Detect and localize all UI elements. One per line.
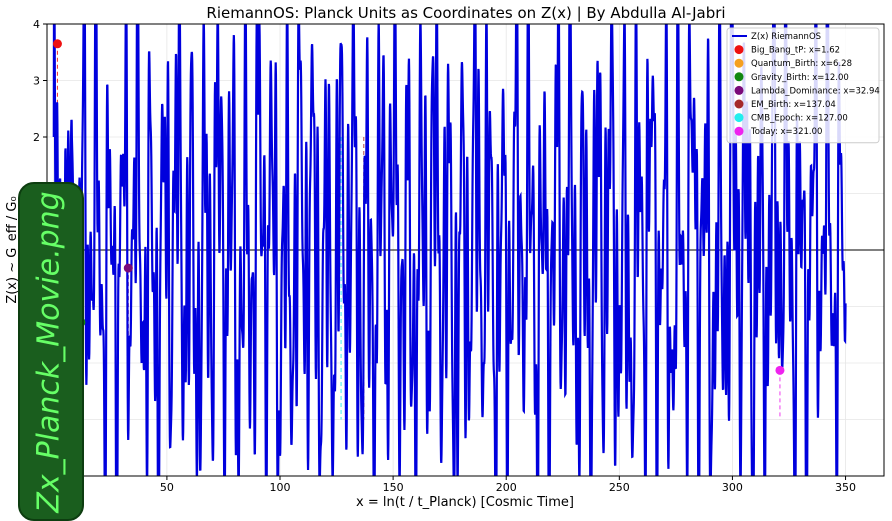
marker-point-big-bang-tp (52, 39, 62, 49)
legend-swatch-dot (734, 72, 744, 82)
x-tick-label: 150 (383, 481, 404, 494)
x-tick-label: 100 (270, 481, 291, 494)
legend-swatch-dot (734, 99, 744, 109)
legend-label: Z(x) RiemannOS (751, 32, 821, 42)
x-tick-label: 350 (835, 481, 856, 494)
x-tick-label: 200 (496, 481, 517, 494)
legend: Z(x) RiemannOS Big_Bang_tP: x=1.62 Quantum… (726, 27, 880, 144)
y-tick-label: 2 (33, 131, 40, 144)
x-tick-label: 50 (160, 481, 174, 494)
legend-label: CMB_Epoch: x=127.00 (751, 114, 848, 124)
legend-box (726, 27, 880, 144)
legend-label: Lambda_Dominance: x=32.94 (751, 86, 880, 96)
legend-label: Today: x=321.00 (750, 127, 822, 137)
x-tick-label: 250 (609, 481, 630, 494)
watermark-badge (18, 182, 84, 521)
legend-label: EM_Birth: x=137.04 (751, 100, 836, 110)
marker-point-lambda-dominance (123, 263, 133, 273)
legend-label: Quantum_Birth: x=6.28 (751, 59, 852, 69)
y-tick-label: 4 (33, 18, 40, 31)
x-axis-label: x = ln(t / t_Planck) [Cosmic Time] (356, 495, 574, 510)
series-line-z (52, 24, 847, 476)
legend-swatch-dot (734, 45, 744, 55)
legend-label: Gravity_Birth: x=12.00 (751, 73, 849, 83)
marker-point-today (775, 365, 785, 375)
legend-swatch-dot (734, 85, 744, 95)
watermark-text: Zx_Planck_Movie.png (31, 191, 67, 513)
y-axis-label: Z(x) ~ G_eff / G₀ (5, 196, 20, 303)
legend-swatch-dot (734, 113, 744, 123)
x-ticks: 050100150200250300350 (50, 476, 856, 494)
legend-swatch-dot (734, 126, 744, 136)
legend-swatch-dot (734, 58, 744, 68)
y-ticks: 2 3 4 (33, 18, 47, 144)
chart-title: RiemannOS: Planck Units as Coordinates o… (206, 4, 725, 22)
y-tick-label: 3 (33, 75, 40, 88)
x-tick-label: 300 (722, 481, 743, 494)
legend-label: Big_Bang_tP: x=1.62 (751, 46, 840, 56)
